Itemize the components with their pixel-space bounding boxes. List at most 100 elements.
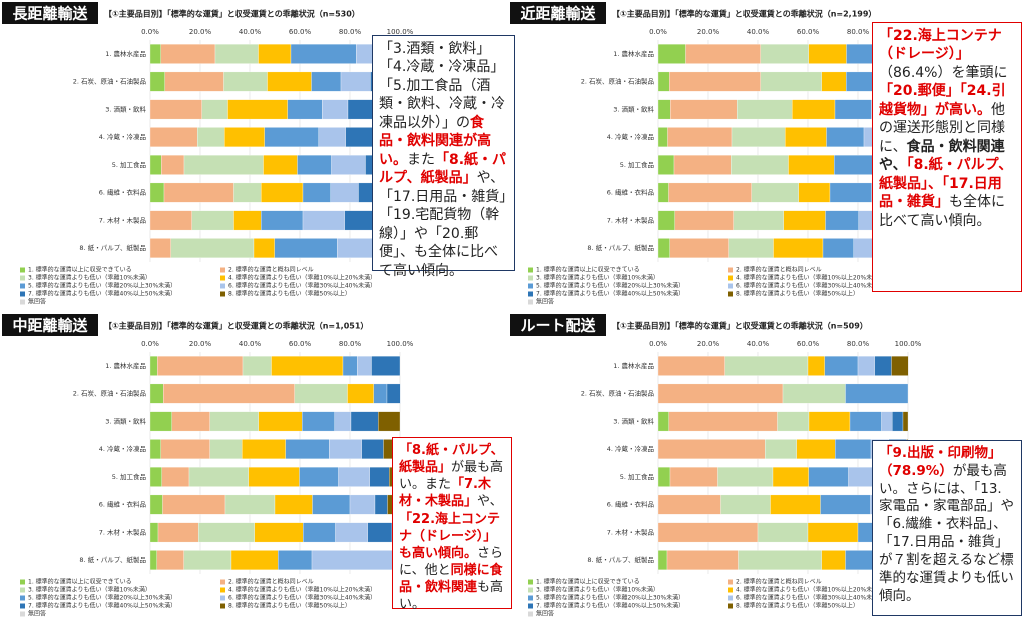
legend-label: 1. 標準的な運賃以上に収受できている xyxy=(28,266,132,274)
bar-segment xyxy=(149,238,171,258)
bar-segment xyxy=(657,439,766,459)
bar-segment xyxy=(849,411,882,432)
category-label: 7. 木材・木製品 xyxy=(99,527,146,536)
bar-segment xyxy=(274,238,338,258)
category-label: 4. 冷蔵・冷凍品 xyxy=(99,132,146,141)
chart-title: 【①主要品目別】「標準的な運賃」と収受運賃との乖離状況（n=2,199） xyxy=(612,9,876,19)
legend-swatch xyxy=(220,587,225,593)
category-label: 6. 繊維・衣料品 xyxy=(607,188,654,197)
legend-label: 4. 標準的な運賃よりも低い（乖離10%以上20%未満） xyxy=(736,274,884,282)
bar-segment xyxy=(902,411,909,432)
bar-segment xyxy=(329,439,362,459)
legend-label: 1. 標準的な運賃以上に収受できている xyxy=(536,266,640,274)
legend-swatch xyxy=(728,267,733,273)
category-label: 8. 紙・パルプ、紙製品 xyxy=(587,243,654,252)
bar-segment xyxy=(765,439,797,459)
bar-segment xyxy=(248,467,300,487)
callout-text: 同様に食品・飲料関連 xyxy=(399,563,503,596)
bar-segment xyxy=(183,550,232,570)
bar-segment xyxy=(322,99,349,120)
bar-segment xyxy=(149,522,159,543)
bar-segment xyxy=(350,411,379,432)
bar-segment xyxy=(808,467,849,487)
category-label: 1. 農林水産品 xyxy=(105,361,146,370)
legend-swatch xyxy=(528,595,533,601)
legend-label: 7. 標準的な運賃よりも低い（乖離40%以上50%未満） xyxy=(28,290,176,298)
x-tick-label: 80.0% xyxy=(339,340,362,348)
category-label: 5. 加工食品 xyxy=(620,472,654,481)
bar-segment xyxy=(183,155,264,175)
category-label: 1. 農林水産品 xyxy=(613,49,654,58)
bar-segment xyxy=(209,439,243,459)
bar-segment xyxy=(209,411,259,432)
category-label: 2. 石炭、原油・石油製品 xyxy=(581,389,654,398)
legend-swatch xyxy=(728,587,733,593)
x-tick-label: 60.0% xyxy=(797,340,820,348)
legend-swatch xyxy=(20,611,25,617)
bar-segment xyxy=(829,182,872,203)
bar-segment xyxy=(163,383,295,404)
category-label: 3. 酒類・飲料 xyxy=(105,416,146,425)
bar-segment xyxy=(674,210,734,231)
bar-segment xyxy=(170,238,255,258)
bar-segment xyxy=(294,383,348,404)
bar-segment xyxy=(657,467,671,487)
bar-segment xyxy=(657,182,669,203)
bar-segment xyxy=(214,44,259,64)
category-label: 6. 繊維・衣料品 xyxy=(607,500,654,509)
bar-segment xyxy=(160,439,210,459)
label-box xyxy=(510,2,606,24)
label-box xyxy=(2,314,98,336)
legend-swatch xyxy=(728,603,733,609)
legend-swatch xyxy=(220,267,225,273)
x-tick-label: 100.0% xyxy=(387,28,414,36)
bar-segment xyxy=(297,155,332,175)
bar-segment xyxy=(302,182,331,203)
bar-segment xyxy=(782,383,846,404)
legend-swatch xyxy=(528,275,533,281)
legend-label: 4. 標準的な運賃よりも低い（乖離10%以上20%未満） xyxy=(228,586,376,594)
category-label: 1. 農林水産品 xyxy=(105,49,146,58)
legend-label: 5. 標準的な運賃よりも低い（乖離20%以上30%未満） xyxy=(28,282,176,290)
bar-segment xyxy=(330,182,359,203)
callout-text: （86.4%）を筆頭に xyxy=(879,64,1008,81)
bar-segment xyxy=(369,467,390,487)
x-tick-label: 0.0% xyxy=(141,28,159,36)
category-label: 4. 冷蔵・冷凍品 xyxy=(607,132,654,141)
bar-segment xyxy=(807,522,859,543)
bar-segment xyxy=(777,411,810,432)
bar-segment xyxy=(733,210,784,231)
bar-segment xyxy=(724,356,809,376)
bar-segment xyxy=(340,71,371,92)
bar-segment xyxy=(302,210,345,231)
category-label: 1. 農林水産品 xyxy=(613,361,654,370)
bar-segment xyxy=(751,182,799,203)
bar-segment xyxy=(373,383,388,404)
bar-segment xyxy=(378,411,401,432)
bar-segment xyxy=(299,467,339,487)
legend-label: 3. 標準的な運賃よりも低い（乖離10%未満） xyxy=(536,586,659,594)
bar-segment xyxy=(731,127,786,147)
label-box xyxy=(2,2,98,24)
bar-segment xyxy=(335,522,368,543)
legend-label: 3. 標準的な運賃よりも低い（乖離10%未満） xyxy=(28,274,151,282)
legend-swatch xyxy=(20,587,25,593)
x-tick-label: 60.0% xyxy=(289,28,312,36)
legend-label: 7. 標準的な運賃よりも低い（乖離40%以上50%未満） xyxy=(28,602,176,610)
bar-segment xyxy=(254,522,304,543)
bar-segment xyxy=(772,467,809,487)
bar-segment xyxy=(290,44,357,64)
bar-segment xyxy=(191,210,234,231)
category-label: 8. 紙・パルプ、紙製品 xyxy=(587,555,654,564)
bar-segment xyxy=(233,182,262,203)
category-label: 7. 木材・木製品 xyxy=(99,215,146,224)
bar-segment xyxy=(669,238,729,258)
legend-label: 6. 標準的な運賃よりも低い（乖離30%以上40%未満） xyxy=(228,594,376,602)
bar-segment xyxy=(224,494,276,515)
bar-segment xyxy=(261,210,304,231)
category-label: 5. 加工食品 xyxy=(112,160,146,169)
bar-segment xyxy=(149,99,202,120)
bar-segment xyxy=(198,522,255,543)
x-tick-label: 40.0% xyxy=(239,28,262,36)
